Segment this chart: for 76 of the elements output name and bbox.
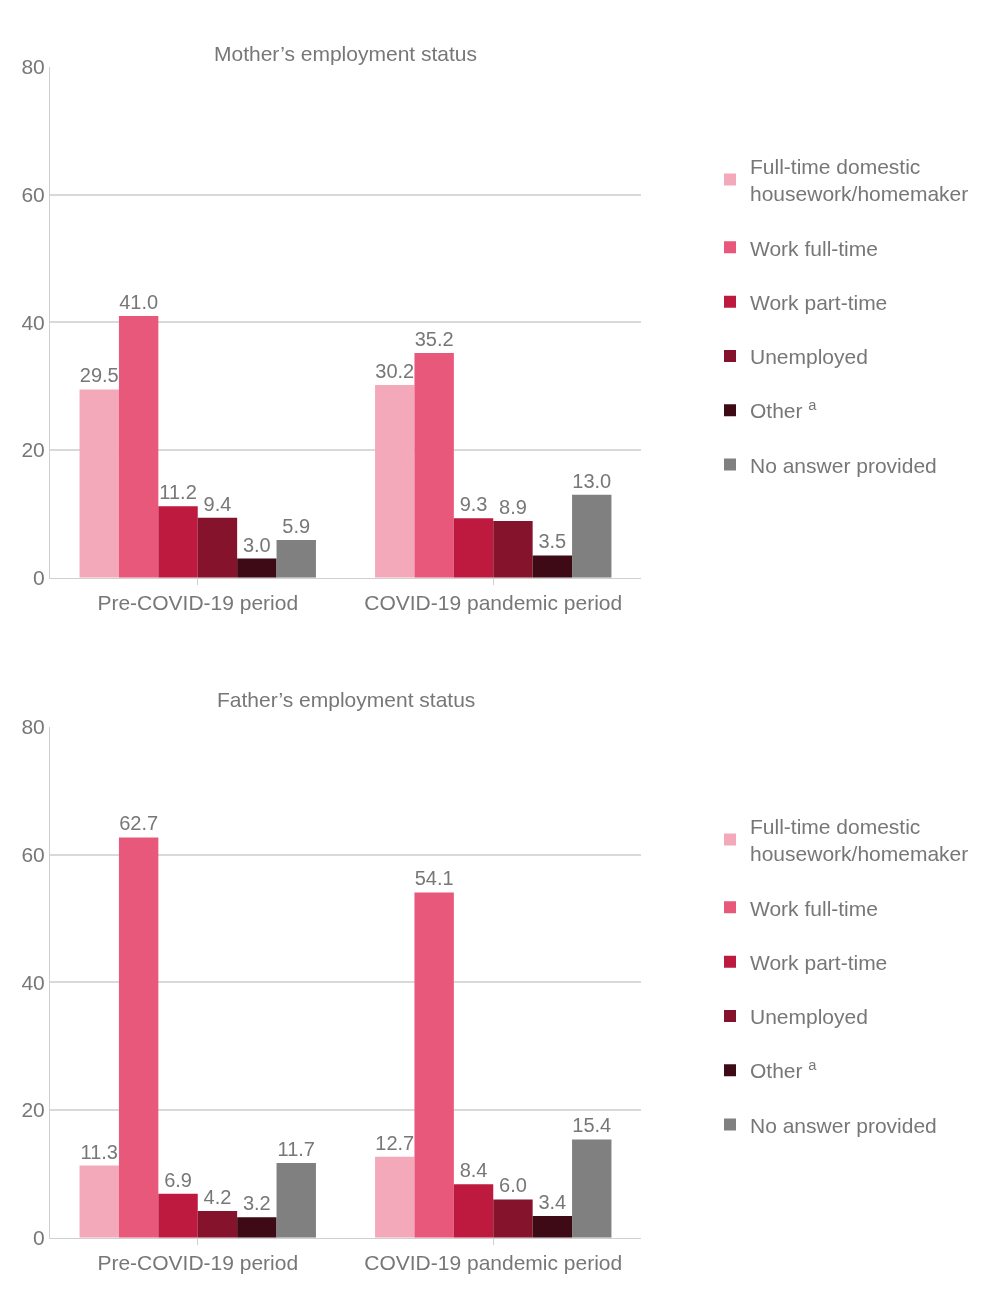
data-label: 54.1: [414, 867, 454, 890]
y-tick-label: 40: [21, 310, 45, 334]
y-tick-label: 40: [21, 970, 45, 994]
legend-label: No answer provided: [750, 453, 937, 477]
data-label: 11.3: [80, 1140, 118, 1163]
bar: [237, 558, 277, 578]
bar: [493, 1199, 533, 1238]
bar: [118, 315, 159, 578]
legend-label: Work full-time: [750, 236, 878, 260]
data-label: 3.5: [538, 530, 567, 553]
legend-label: Work part-time: [750, 950, 888, 974]
bar: [572, 494, 612, 578]
bar: [158, 506, 198, 578]
data-label: 13.0: [572, 469, 612, 492]
y-tick-label: 60: [21, 183, 45, 207]
bar: [572, 1139, 612, 1238]
data-label: 30.2: [375, 359, 415, 382]
legend-label: Unemployed: [750, 1005, 868, 1029]
data-label: 29.5: [79, 364, 119, 387]
bar: [493, 520, 533, 578]
bar: [197, 517, 238, 578]
data-label: 15.4: [572, 1114, 612, 1137]
bar: [237, 1217, 277, 1238]
bar: [118, 837, 159, 1238]
bar: [414, 353, 454, 578]
bar: [79, 1165, 119, 1238]
data-label: 3.2: [242, 1192, 271, 1215]
bar: [375, 1156, 415, 1238]
data-label: 3.0: [242, 533, 271, 556]
legend-label: Work full-time: [750, 896, 878, 920]
x-tick-label: COVID-19 pandemic period: [364, 590, 623, 614]
bar: [532, 1216, 573, 1238]
data-label: 5.9: [282, 515, 311, 538]
data-label: 11.2: [159, 481, 197, 504]
y-tick-label: 80: [21, 715, 45, 739]
y-tick-label: 0: [33, 1226, 45, 1250]
y-tick-label: 20: [21, 438, 45, 462]
chart-title: Mother’s employment status: [214, 42, 478, 65]
data-label: 9.3: [459, 493, 488, 516]
data-label: 12.7: [375, 1131, 415, 1154]
data-label: 9.4: [203, 492, 232, 515]
legend-label: Full-time domestic housework/homemaker: [750, 154, 969, 206]
y-tick-label: 0: [33, 566, 45, 590]
bar: [276, 540, 316, 578]
data-label: 6.0: [499, 1174, 527, 1197]
bar: [532, 555, 573, 578]
data-label: 11.7: [277, 1138, 315, 1161]
bar: [158, 1193, 198, 1238]
chart-title: Father’s employment status: [217, 688, 476, 711]
bar: [453, 518, 494, 578]
legend-label: No answer provided: [750, 1113, 937, 1137]
data-label: 3.4: [538, 1191, 567, 1214]
data-label: 4.2: [203, 1185, 232, 1208]
x-tick-label: Pre-COVID-19 period: [97, 590, 299, 614]
bar: [197, 1210, 238, 1238]
bar: [276, 1163, 316, 1238]
x-tick-label: COVID-19 pandemic period: [364, 1250, 623, 1274]
data-label: 41.0: [119, 290, 159, 313]
bar: [453, 1184, 494, 1238]
bar: [79, 389, 119, 578]
data-label: 62.7: [119, 812, 159, 835]
bar: [414, 892, 454, 1238]
legend-label: Unemployed: [750, 345, 868, 369]
legend-label: Work part-time: [750, 290, 888, 314]
y-tick-label: 60: [21, 843, 45, 867]
legend-label: Other $^{a}$: [750, 396, 818, 423]
legend-label: Other $^{a}$: [750, 1056, 818, 1083]
x-tick-label: Pre-COVID-19 period: [97, 1250, 299, 1274]
bar: [375, 384, 415, 578]
data-label: 6.9: [164, 1168, 192, 1191]
data-label: 8.4: [459, 1159, 488, 1182]
y-tick-label: 80: [21, 55, 45, 79]
data-label: 35.2: [414, 328, 454, 351]
data-label: 8.9: [499, 495, 527, 518]
y-tick-label: 20: [21, 1098, 45, 1122]
legend-label: Full-time domestic housework/homemaker: [750, 814, 969, 866]
